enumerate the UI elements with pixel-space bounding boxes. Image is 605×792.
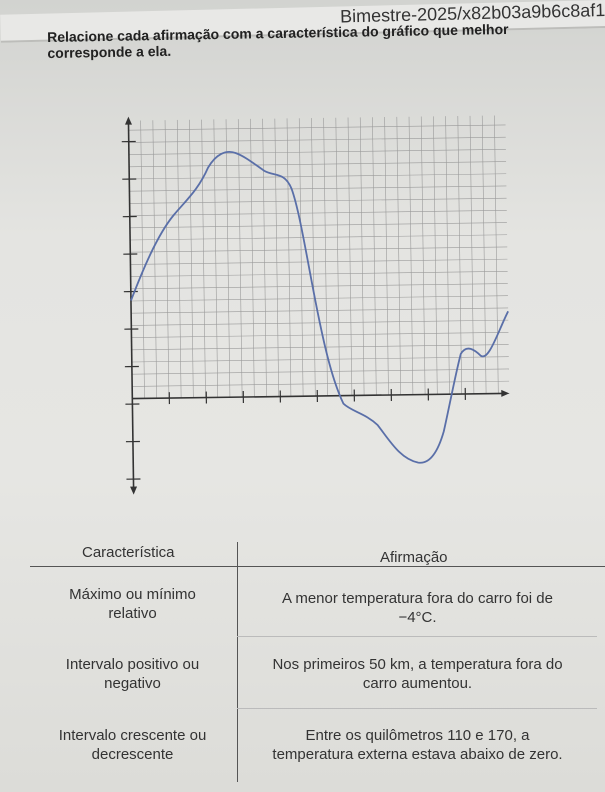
grid-line-horizontal xyxy=(130,295,508,302)
grid-line-horizontal xyxy=(128,124,506,131)
grid-line-vertical xyxy=(140,120,145,399)
grid-line-vertical xyxy=(384,117,389,396)
grid-line-horizontal xyxy=(130,234,508,241)
grid-line-vertical xyxy=(201,119,206,398)
grid-line-vertical xyxy=(213,119,219,398)
grid-line-horizontal xyxy=(131,344,509,351)
grid-line-horizontal xyxy=(128,136,506,143)
row-3-statement-line-1: Entre os quilômetros 110 e 170, a xyxy=(305,727,530,744)
y-axis-arrow-up xyxy=(125,116,133,125)
row-1-statement: A menor temperatura fora do carro foi de… xyxy=(240,589,595,627)
grid-line-vertical xyxy=(481,115,487,394)
y-axis xyxy=(127,120,135,491)
row-divider-1 xyxy=(237,636,597,637)
grid-line-vertical xyxy=(335,117,341,396)
x-axis xyxy=(132,392,505,400)
grid-line-horizontal xyxy=(131,368,509,375)
grid-line-vertical xyxy=(311,118,316,397)
grid-line-vertical xyxy=(445,116,450,395)
grid-line-vertical xyxy=(298,118,304,397)
header-statement: Afirmação xyxy=(380,549,448,566)
grid-line-vertical xyxy=(433,116,438,395)
grid-line-vertical xyxy=(225,119,231,398)
header-divider xyxy=(30,566,605,567)
grid-line-horizontal xyxy=(129,173,507,180)
row-2-statement: Nos primeiros 50 km, a temperatura fora … xyxy=(240,655,595,693)
grid-line-horizontal xyxy=(129,161,507,168)
row-2-characteristic-line-1: Intervalo positivo ou xyxy=(65,656,200,673)
grid-line-horizontal xyxy=(129,222,507,229)
x-axis-arrow xyxy=(501,389,510,397)
row-1-statement-line-1: A menor temperatura fora do carro foi de xyxy=(282,590,553,607)
grid-line-vertical xyxy=(237,119,243,398)
y-axis-arrow-down xyxy=(130,486,138,495)
temperature-graph xyxy=(118,108,516,496)
grid-line-vertical xyxy=(164,120,170,399)
grid-line-horizontal xyxy=(129,197,507,204)
graph-canvas xyxy=(121,115,510,495)
row-3-characteristic: Intervalo crescente ou decrescente xyxy=(30,726,235,764)
row-3-characteristic-line-1: Intervalo crescente ou xyxy=(58,727,207,744)
row-2-characteristic: Intervalo positivo ou negativo xyxy=(30,655,235,693)
row-3-characteristic-line-2: decrescente xyxy=(91,746,174,763)
grid-line-vertical xyxy=(347,117,353,396)
graph-grid xyxy=(128,115,510,399)
grid-line-vertical xyxy=(469,115,475,394)
grid-line-horizontal xyxy=(132,380,510,387)
row-2-statement-line-1: Nos primeiros 50 km, a temperatura fora … xyxy=(272,656,563,673)
grid-line-horizontal xyxy=(131,332,509,338)
grid-line-horizontal xyxy=(129,185,507,192)
grid-line-horizontal xyxy=(128,149,506,155)
graph-axes xyxy=(121,116,510,495)
grid-line-horizontal xyxy=(130,271,508,277)
grid-line-vertical xyxy=(286,118,292,397)
grid-line-vertical xyxy=(372,117,377,396)
row-1-characteristic: Máximo ou mínimo relativo xyxy=(30,585,235,623)
row-2-characteristic-line-2: negativo xyxy=(104,675,161,692)
grid-line-horizontal xyxy=(130,246,508,253)
grid-line-horizontal xyxy=(129,210,507,216)
grid-line-horizontal xyxy=(130,283,508,290)
grid-line-vertical xyxy=(176,119,182,398)
row-3-statement: Entre os quilômetros 110 e 170, a temper… xyxy=(240,726,595,764)
grid-line-vertical xyxy=(396,116,402,395)
row-1-characteristic-line-2: relativo xyxy=(108,605,157,622)
grid-line-vertical xyxy=(408,116,414,395)
grid-line-horizontal xyxy=(131,356,509,363)
grid-line-vertical xyxy=(189,119,194,398)
grid-line-vertical xyxy=(359,117,365,396)
axis-ticks xyxy=(121,140,466,480)
grid-line-vertical xyxy=(420,116,426,395)
row-1-characteristic-line-1: Máximo ou mínimo xyxy=(69,586,196,603)
row-3-statement-line-2: temperatura externa estava abaixo de zer… xyxy=(272,746,563,763)
grid-line-vertical xyxy=(274,118,280,397)
header-characteristic: Característica xyxy=(82,544,175,561)
grid-line-vertical xyxy=(152,120,158,399)
row-divider-2 xyxy=(237,708,597,709)
column-divider xyxy=(237,542,238,782)
grid-line-vertical xyxy=(494,115,499,394)
grid-line-horizontal xyxy=(131,307,509,314)
temperature-curve xyxy=(130,150,509,464)
grid-line-vertical xyxy=(262,118,267,397)
matching-table: Característica Afirmação Máximo ou mínim… xyxy=(30,538,605,792)
row-2-statement-line-2: carro aumentou. xyxy=(362,675,473,692)
row-1-statement-line-2: −4°C. xyxy=(398,609,437,626)
grid-line-horizontal xyxy=(130,258,508,265)
